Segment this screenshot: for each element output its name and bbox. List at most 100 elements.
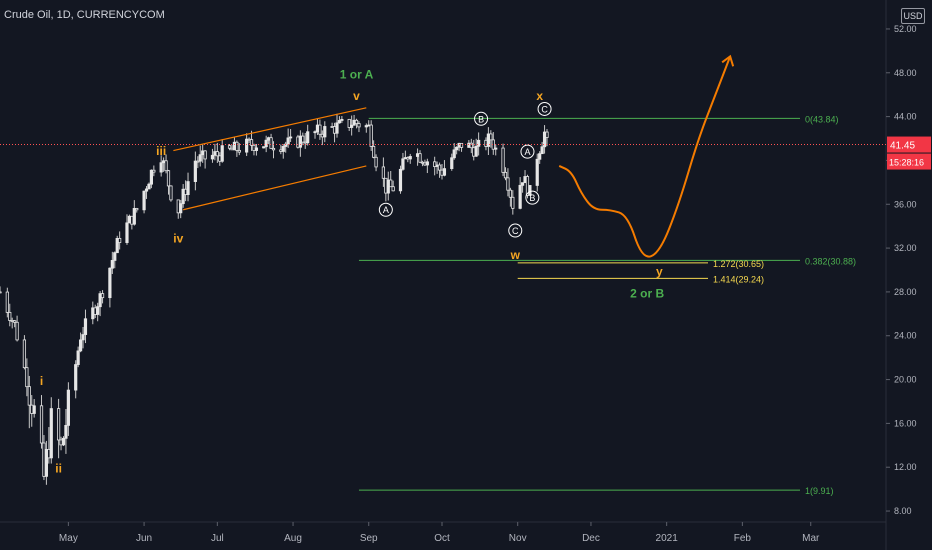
y-tick-label: 32.00 xyxy=(894,243,917,253)
candle xyxy=(113,251,117,269)
candle-body xyxy=(47,448,51,459)
candle xyxy=(511,190,515,215)
candle-body xyxy=(83,318,88,335)
wave-circle-label: A xyxy=(520,144,535,159)
candle xyxy=(391,180,395,192)
wave-label: 2 or B xyxy=(630,286,664,300)
candle xyxy=(230,145,234,151)
candle-body xyxy=(44,448,48,477)
candle-body xyxy=(457,142,461,148)
candle-body xyxy=(452,149,456,159)
candle-body xyxy=(511,196,515,209)
candle-body xyxy=(545,131,549,138)
candle xyxy=(303,132,307,149)
candle-body xyxy=(301,135,305,143)
candle xyxy=(96,302,100,322)
candle xyxy=(545,129,549,147)
candle xyxy=(335,113,339,138)
candle xyxy=(115,235,119,254)
candle xyxy=(64,408,68,454)
candle-body xyxy=(384,177,388,194)
y-tick-label: 20.00 xyxy=(894,375,917,385)
candle xyxy=(528,185,532,196)
candle xyxy=(198,145,202,167)
candle-body xyxy=(286,137,290,145)
candle-body xyxy=(164,160,168,172)
candle xyxy=(284,141,288,153)
candle-body xyxy=(118,238,122,243)
candle-body xyxy=(467,142,471,148)
candle xyxy=(340,115,344,123)
candle-body xyxy=(455,146,459,151)
candle xyxy=(57,398,61,459)
candle-body xyxy=(110,260,114,269)
candle-body xyxy=(337,120,342,124)
candle xyxy=(220,139,224,163)
candle-body xyxy=(528,185,532,196)
candle-body xyxy=(477,139,481,147)
candle-body xyxy=(435,164,439,167)
candle-body xyxy=(315,124,320,133)
candle-body xyxy=(147,183,151,190)
candle xyxy=(477,132,481,156)
channel-upper-line xyxy=(173,107,367,152)
candle xyxy=(518,177,522,210)
y-tick-label: 44.00 xyxy=(894,112,917,122)
candle-body xyxy=(159,162,163,173)
wave-label: ii xyxy=(55,462,62,476)
candle xyxy=(469,138,473,154)
wave-circle-letter: B xyxy=(529,193,535,203)
candle xyxy=(164,154,168,174)
candle-body xyxy=(306,131,310,144)
candle xyxy=(369,120,373,151)
y-tick-label: 48.00 xyxy=(894,68,917,78)
channel-lower-line xyxy=(183,165,367,211)
candle-body xyxy=(472,147,476,157)
extension-label: 1.272(30.65) xyxy=(713,259,764,269)
candle xyxy=(252,143,256,156)
candle-body xyxy=(518,184,522,209)
candle-body xyxy=(61,437,66,446)
candle-body xyxy=(318,124,322,135)
candle-body xyxy=(130,215,134,225)
x-tick-label: Aug xyxy=(284,533,302,544)
candle xyxy=(118,231,122,250)
candle xyxy=(47,427,51,464)
wave-label: y xyxy=(656,264,663,278)
y-tick-label: 12.00 xyxy=(894,462,917,472)
candle-body xyxy=(220,145,224,162)
candle xyxy=(384,177,388,202)
candle xyxy=(0,286,2,294)
candle xyxy=(457,142,461,152)
candle xyxy=(176,199,180,219)
candle-body xyxy=(381,166,385,179)
candle-body xyxy=(386,179,390,194)
wave-circle xyxy=(525,190,540,205)
candle-body xyxy=(494,147,498,150)
wave-circle xyxy=(474,111,489,126)
currency-badge[interactable]: USD xyxy=(901,8,925,24)
candle xyxy=(535,153,539,192)
candle-body xyxy=(22,339,27,369)
candle xyxy=(418,150,422,164)
candle-body xyxy=(169,185,173,201)
candle-body xyxy=(374,156,378,168)
wave-circle-letter: C xyxy=(512,226,519,236)
candle xyxy=(130,215,134,230)
candle xyxy=(484,137,488,151)
candle-body xyxy=(135,208,139,211)
wave-circle-label: B xyxy=(474,111,489,126)
candle-body xyxy=(335,122,339,134)
candle-body xyxy=(262,146,266,149)
candle xyxy=(415,148,420,166)
candle xyxy=(127,214,132,224)
candle xyxy=(218,152,222,166)
candle-body xyxy=(100,293,105,299)
candle-body xyxy=(74,364,78,391)
candle-body xyxy=(372,146,376,158)
wave-label: x xyxy=(536,89,543,103)
fib-level-label: 1(9.91) xyxy=(805,486,834,496)
candle-body xyxy=(115,238,119,254)
wave-circle-letter: B xyxy=(478,114,484,124)
